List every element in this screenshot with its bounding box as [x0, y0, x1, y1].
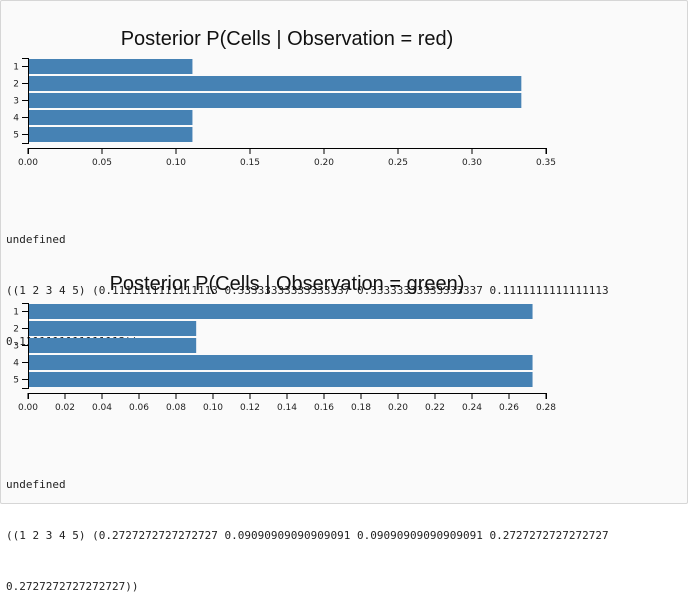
bar-1 — [28, 304, 533, 319]
y-tick-label: 3 — [13, 97, 19, 107]
bar-4 — [28, 355, 533, 370]
output-line: ((1 2 3 4 5) (0.2727272727272727 0.09090… — [6, 529, 609, 542]
x-axis: 0.00 0.02 0.04 0.06 0.08 0.10 0.12 0.14 0.16 0.18… — [18, 393, 556, 413]
x-tick-label: 0.20 — [314, 158, 334, 168]
y-axis: 1 2 3 4 5 — [13, 303, 29, 389]
y-tick-label: 1 — [13, 308, 19, 318]
y-tick-label: 3 — [13, 342, 19, 352]
bar-2 — [28, 321, 197, 336]
y-tick-label: 4 — [13, 359, 19, 369]
x-tick-label: 0.02 — [55, 403, 75, 413]
x-tick-label: 0.20 — [388, 403, 408, 413]
bar-2 — [28, 76, 522, 91]
x-tick-label: 0.05 — [92, 158, 112, 168]
x-tick-label: 0.06 — [129, 403, 149, 413]
output-block-green: undefined ((1 2 3 4 5) (0.27272727272727… — [6, 442, 609, 612]
y-axis-line — [22, 58, 29, 144]
x-tick-label: 0.10 — [166, 158, 186, 168]
y-axis: 1 2 3 4 5 — [13, 58, 29, 144]
y-tick-label: 1 — [13, 63, 19, 73]
bar-5 — [28, 372, 533, 387]
x-tick-label: 0.24 — [462, 403, 482, 413]
x-tick-label: 0.30 — [462, 158, 482, 168]
bar-1 — [28, 59, 193, 74]
x-tick-label: 0.14 — [277, 403, 297, 413]
x-tick-label: 0.00 — [18, 158, 38, 168]
y-tick-label: 2 — [13, 80, 19, 90]
x-tick-label: 0.12 — [240, 403, 260, 413]
bar-3 — [28, 338, 197, 353]
y-tick-label: 5 — [13, 376, 19, 386]
x-tick-label: 0.26 — [499, 403, 519, 413]
x-tick-label: 0.16 — [314, 403, 334, 413]
x-tick-label: 0.22 — [425, 403, 445, 413]
chart-red: Posterior P(Cells | Observation = red) 1… — [13, 28, 556, 168]
x-tick-label: 0.35 — [536, 158, 556, 168]
x-tick-label: 0.10 — [203, 403, 223, 413]
chart-green: Posterior P(Cells | Observation = green)… — [13, 273, 556, 413]
y-axis-line — [22, 303, 29, 389]
x-tick-label: 0.15 — [240, 158, 260, 168]
bar-5 — [28, 127, 193, 142]
bar-4 — [28, 110, 193, 125]
chart-title: Posterior P(Cells | Observation = green) — [110, 273, 465, 295]
x-tick-label: 0.04 — [92, 403, 112, 413]
x-tick-label: 0.28 — [536, 403, 556, 413]
x-tick-label: 0.08 — [166, 403, 186, 413]
output-line: 0.2727272727272727)) — [6, 580, 139, 593]
x-tick-label: 0.25 — [388, 158, 408, 168]
x-tick-label: 0.18 — [351, 403, 371, 413]
chart-title: Posterior P(Cells | Observation = red) — [121, 28, 454, 50]
x-tick-label: 0.00 — [18, 403, 38, 413]
y-tick-label: 2 — [13, 325, 19, 335]
undefined-label: undefined — [6, 478, 66, 491]
undefined-label: undefined — [6, 233, 66, 246]
x-axis: 0.00 0.05 0.10 0.15 0.20 0.25 0.30 0.35 — [18, 148, 556, 168]
y-tick-label: 4 — [13, 114, 19, 124]
bar-3 — [28, 93, 522, 108]
y-tick-label: 5 — [13, 131, 19, 141]
output-line: ((1 2 3 4 5) (0.1111111111111113 0.33333… — [6, 284, 609, 297]
